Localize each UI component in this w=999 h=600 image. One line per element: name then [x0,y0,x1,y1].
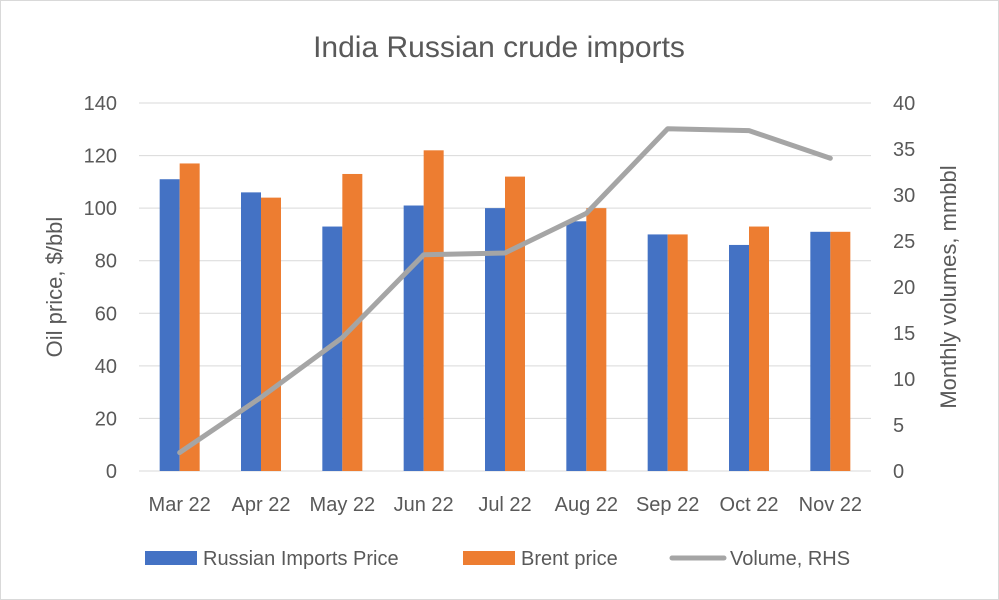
bar-russian-imports-price [647,234,668,471]
bar-russian-imports-price [159,179,180,471]
bar-russian-imports-price [485,208,505,471]
x-tick-label: Jun 22 [394,494,454,516]
legend-russian-imports-price-swatch [145,551,197,565]
y-tick-label: 100 [84,198,117,220]
bar-russian-imports-price [322,226,343,471]
bar-brent-price [179,163,200,471]
x-tick-label: Mar 22 [149,494,211,516]
x-tick-label: Aug 22 [555,494,618,516]
y2-tick-label: 25 [893,231,915,253]
bar-marks [159,150,851,472]
legend-russian-imports-price-label: Russian Imports Price [203,548,399,570]
x-axis-ticks: Mar 22 Apr 22 May 22 Jun 22 Jul 22 Aug 22 Sep … [149,494,862,516]
line-series [177,126,833,456]
x-tick-label: Sep 22 [636,494,699,516]
x-tick-label: Jul 22 [478,494,531,516]
bar-russian-imports-price [241,192,261,471]
bar-russian-imports-price [403,205,424,471]
y-tick-label: 140 [84,93,117,115]
bar-brent-price [423,150,444,472]
bar-brent-price [505,176,525,471]
y2-tick-label: 5 [893,415,904,437]
y-tick-label: 120 [84,146,117,168]
y-tick-label: 80 [95,251,117,273]
bar-russian-imports-price [729,244,749,471]
y2-tick-label: 10 [893,369,915,391]
y2-axis-title: Monthly volumes, mmbbl [936,165,961,408]
y2-tick-label: 15 [893,323,915,345]
y-axis-title: Oil price, $/bbl [42,217,67,358]
legend-brent-price-swatch [463,551,515,565]
bar-russian-imports-price [810,231,831,471]
bar-brent-price [586,208,607,471]
bar-brent-price [261,197,281,471]
x-tick-label: May 22 [310,494,376,516]
y2-tick-label: 20 [893,277,915,299]
legend-volume-rhs-label: Volume, RHS [730,548,850,570]
bar-brent-price [342,173,363,471]
bar-brent-price [749,226,769,471]
y-tick-label: 0 [106,461,117,483]
x-tick-label: Nov 22 [799,494,862,516]
legend: Russian Imports Price Brent price Volume, … [145,548,850,570]
y-tick-label: 60 [95,303,117,325]
y2-tick-label: 30 [893,185,915,207]
chart-title: India Russian crude imports [313,31,685,64]
y2-axis-ticks: 0 5 10 15 20 25 30 35 40 [893,93,915,483]
volume-line [177,126,833,456]
bar-brent-price [667,234,688,471]
y2-tick-label: 40 [893,93,915,115]
legend-brent-price-label: Brent price [521,548,618,570]
x-tick-label: Apr 22 [232,494,291,516]
y2-tick-label: 35 [893,139,915,161]
x-tick-label: Oct 22 [720,494,779,516]
y-axis-ticks: 0 20 40 60 80 100 120 140 [84,93,117,483]
bar-russian-imports-price [566,221,587,471]
y2-tick-label: 0 [893,461,904,483]
y-tick-label: 20 [95,408,117,430]
bar-brent-price [830,231,851,471]
y-tick-label: 40 [95,356,117,378]
